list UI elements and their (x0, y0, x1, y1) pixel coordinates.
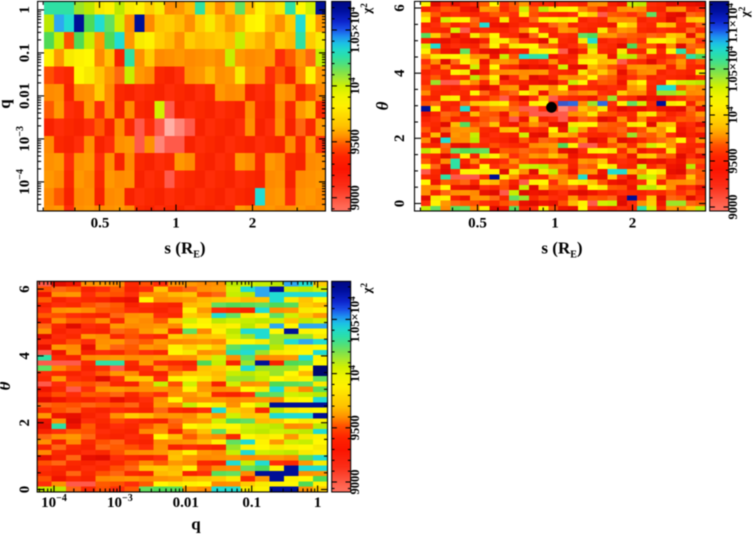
svg-text:0.5: 0.5 (468, 216, 487, 232)
svg-text:9500: 9500 (348, 129, 362, 154)
svg-text:4: 4 (17, 352, 33, 360)
svg-text:4: 4 (392, 69, 408, 77)
svg-text:9000: 9000 (348, 470, 362, 495)
svg-text:q: q (191, 515, 201, 534)
svg-text:2: 2 (249, 216, 257, 232)
svg-text:1.05×104: 1.05×104 (347, 7, 362, 54)
svg-text:s (RE): s (RE) (541, 239, 582, 261)
svg-text:s (RE): s (RE) (164, 239, 205, 261)
svg-text:0.01: 0.01 (17, 83, 33, 109)
svg-text:0.5: 0.5 (91, 216, 110, 232)
svg-text:θ: θ (0, 381, 14, 390)
svg-text:q: q (0, 99, 14, 109)
svg-text:0.1: 0.1 (242, 495, 261, 511)
svg-text:6: 6 (392, 4, 408, 12)
svg-text:2: 2 (392, 135, 408, 143)
svg-text:1: 1 (551, 216, 559, 232)
svg-text:1.05×104: 1.05×104 (347, 296, 362, 343)
svg-text:9500: 9500 (726, 149, 740, 174)
svg-text:1: 1 (17, 6, 33, 14)
svg-text:1: 1 (314, 495, 322, 511)
svg-text:θ: θ (373, 101, 392, 110)
svg-text:0.1: 0.1 (17, 44, 33, 63)
svg-text:1: 1 (172, 216, 180, 232)
svg-text:0: 0 (17, 486, 33, 494)
svg-text:9500: 9500 (348, 415, 362, 440)
svg-text:9000: 9000 (726, 195, 740, 220)
svg-text:2: 2 (17, 419, 33, 427)
svg-text:1.1×104: 1.1×104 (725, 3, 740, 43)
svg-text:6: 6 (17, 285, 33, 293)
svg-text:2: 2 (629, 216, 637, 232)
svg-text:1.05×104: 1.05×104 (725, 46, 740, 93)
svg-text:0: 0 (392, 200, 408, 208)
svg-text:9000: 9000 (348, 185, 362, 210)
svg-text:0.01: 0.01 (173, 495, 199, 511)
